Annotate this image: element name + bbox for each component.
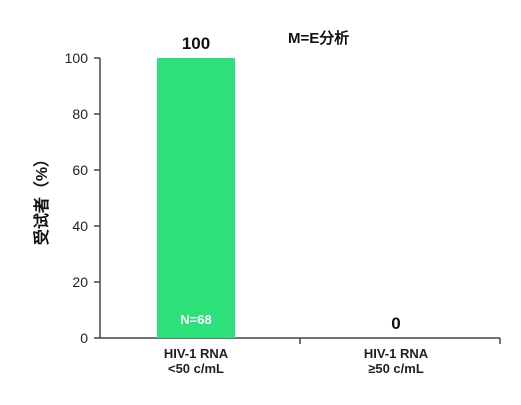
y-tick-label: 0 [80,330,88,346]
bars [157,58,235,338]
y-tick-label: 20 [72,274,88,290]
y-axis-title: 受试者（%） [32,151,51,245]
x-tick-label-0-0: HIV-1 RNA [164,346,229,361]
y-tick-label: 80 [72,106,88,122]
y-tick-label: 60 [72,162,88,178]
x-tick-label-1-1: ≥50 c/mL [368,361,424,376]
data-label-0: 100 [182,34,210,53]
y-tick-label: 40 [72,218,88,234]
data-label-1: 0 [391,314,400,333]
annotation-label: M=E分析 [288,29,349,47]
axes: 0 20 40 60 80 100 受试者（%） [32,50,501,346]
bar-0 [157,58,235,338]
bar-inner-label-0: N=68 [180,312,211,327]
x-tick-label-0-1: <50 c/mL [168,361,224,376]
x-tick-label-1-0: HIV-1 RNA [364,346,429,361]
y-tick-label: 100 [65,50,89,66]
